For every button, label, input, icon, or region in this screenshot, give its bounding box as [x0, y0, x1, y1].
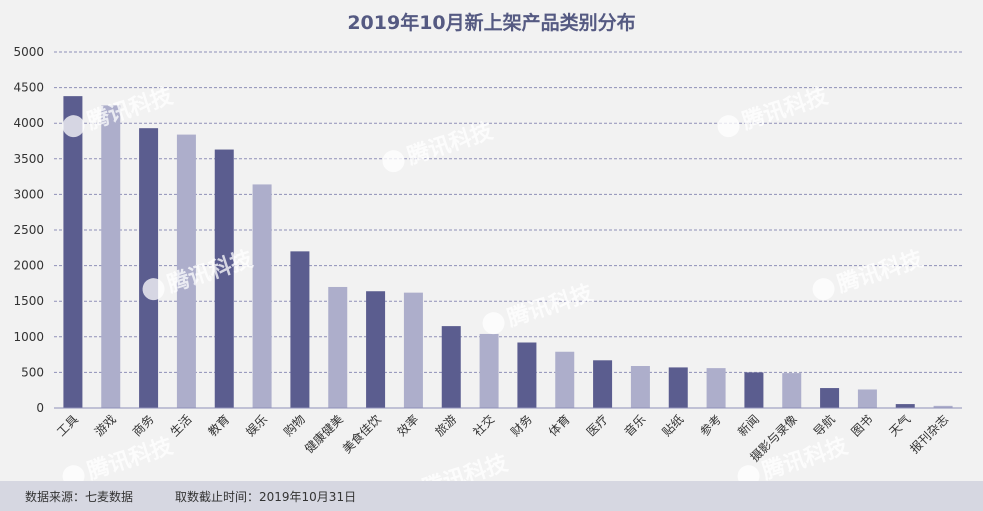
bar — [139, 128, 159, 408]
y-tick-label: 2500 — [13, 223, 44, 237]
bar — [176, 134, 196, 409]
bar — [744, 372, 764, 408]
y-tick-label: 3500 — [13, 152, 44, 166]
bar — [593, 360, 613, 408]
bar — [441, 326, 461, 408]
x-tick-label: 新闻 — [734, 412, 762, 440]
x-tick-label: 医疗 — [584, 412, 611, 439]
chart-title: 2019年10月新上架产品类别分布 — [347, 12, 636, 34]
bar — [517, 342, 537, 408]
x-tick-label: 美食佳饮 — [339, 412, 384, 457]
bar — [820, 388, 840, 408]
data-source: 数据来源：七麦数据 — [25, 490, 134, 504]
bar — [630, 365, 650, 408]
x-tick-label: 财务 — [507, 412, 535, 440]
x-tick-label: 音乐 — [621, 412, 649, 440]
x-tick-label: 购物 — [280, 412, 308, 440]
bar — [63, 96, 83, 409]
bar — [252, 184, 272, 408]
bar-chart: 0 500 1000 1500 2000 2500 3000 3500 4000 4500 5000… — [13, 45, 962, 465]
bar — [403, 292, 423, 408]
gridlines — [54, 51, 962, 373]
bar — [782, 373, 802, 408]
y-tick-label: 2000 — [13, 259, 44, 273]
footer-bar: 数据来源：七麦数据 取数截止时间：2019年10月31日 — [0, 481, 983, 511]
y-tick-label: 3000 — [13, 187, 44, 201]
bars — [63, 96, 953, 409]
y-tick-label: 1500 — [13, 294, 44, 308]
x-tick-label: 体育 — [545, 412, 573, 440]
x-tick-label: 贴纸 — [659, 412, 686, 439]
bar — [706, 368, 726, 408]
bar — [214, 149, 234, 408]
y-tick-label: 1000 — [13, 330, 44, 344]
x-tick-label: 效率 — [394, 412, 422, 440]
bar — [668, 367, 688, 408]
bar — [933, 405, 953, 408]
x-tick-label: 报刊杂志 — [907, 412, 952, 457]
x-tick-label: 社交 — [470, 412, 498, 440]
bar — [366, 291, 386, 408]
y-tick-label: 4500 — [13, 81, 44, 95]
x-tick-label: 游戏 — [92, 412, 119, 439]
bar — [290, 251, 310, 408]
x-tick-label: 旅游 — [432, 412, 459, 439]
x-tick-label: 图书 — [849, 412, 876, 439]
y-axis-ticks: 0 500 1000 1500 2000 2500 3000 3500 4000 4500 5000 — [13, 45, 44, 415]
y-tick-label: 5000 — [13, 45, 44, 59]
x-tick-label: 教育 — [205, 412, 233, 440]
bar — [555, 351, 575, 408]
bar — [857, 389, 877, 408]
x-tick-label: 参考 — [697, 412, 725, 440]
bar — [479, 333, 499, 408]
x-tick-label: 娱乐 — [243, 412, 270, 439]
y-tick-label: 0 — [36, 401, 44, 415]
bar — [101, 105, 121, 409]
y-tick-label: 4000 — [13, 116, 44, 130]
x-tick-label: 健康健美 — [301, 412, 346, 457]
x-tick-label: 导航 — [810, 412, 838, 440]
x-tick-label: 天气 — [886, 412, 914, 440]
x-tick-label: 工具 — [54, 412, 81, 439]
bar — [895, 404, 915, 408]
x-tick-label: 商务 — [129, 412, 157, 440]
bar — [328, 286, 348, 408]
data-cutoff-date: 取数截止时间：2019年10月31日 — [175, 490, 357, 504]
y-tick-label: 500 — [21, 365, 44, 379]
x-tick-label: 生活 — [168, 412, 195, 439]
